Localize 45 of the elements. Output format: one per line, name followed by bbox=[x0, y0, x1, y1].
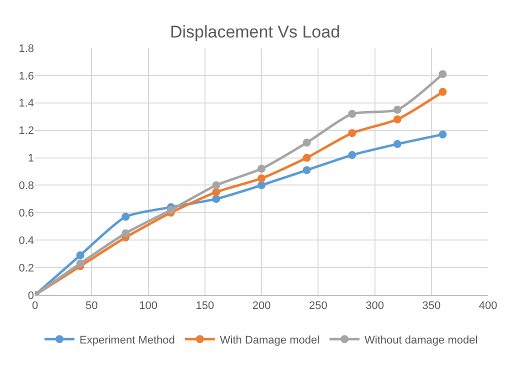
point bbox=[438, 88, 447, 96]
point bbox=[212, 194, 220, 203]
point bbox=[258, 181, 266, 190]
y-tick-label: 0.8 bbox=[18, 180, 34, 192]
legend-label: With Damage model bbox=[220, 334, 320, 346]
legend-label: Experiment Method bbox=[80, 334, 175, 346]
x-tick-label: 350 bbox=[422, 300, 441, 312]
x-tick-label: 100 bbox=[139, 300, 158, 312]
point bbox=[302, 154, 311, 162]
chart-title: Displacement Vs Load bbox=[170, 22, 340, 42]
point bbox=[258, 164, 266, 173]
point bbox=[212, 188, 220, 196]
y-tick-label: 0.4 bbox=[18, 234, 34, 247]
point bbox=[348, 110, 356, 118]
point bbox=[166, 206, 175, 214]
point bbox=[302, 138, 311, 147]
point bbox=[348, 129, 356, 138]
point bbox=[393, 106, 402, 114]
y-tick-label: 1.4 bbox=[18, 98, 34, 110]
x-tick-label: 400 bbox=[478, 300, 498, 312]
x-tick-label: 150 bbox=[196, 300, 214, 312]
legend-label: Without damage model bbox=[364, 334, 478, 346]
point bbox=[438, 130, 447, 138]
point bbox=[76, 251, 84, 260]
point bbox=[438, 70, 447, 78]
point bbox=[122, 212, 130, 221]
point bbox=[76, 259, 84, 268]
point bbox=[393, 140, 402, 148]
x-tick-label: 50 bbox=[86, 300, 98, 312]
y-tick-label: 0.2 bbox=[18, 262, 34, 274]
x-tick-label: 200 bbox=[252, 300, 271, 312]
x-tick-label: 250 bbox=[308, 300, 328, 312]
y-tick-label: 1.8 bbox=[18, 42, 34, 55]
y-tick-label: 1.6 bbox=[18, 70, 34, 82]
point bbox=[122, 229, 130, 238]
y-tick-label: 1.2 bbox=[18, 125, 34, 138]
point bbox=[348, 151, 356, 160]
y-tick-label: 0 bbox=[28, 290, 34, 302]
point bbox=[258, 174, 266, 182]
x-tick-label: 300 bbox=[366, 300, 384, 312]
point bbox=[393, 115, 402, 124]
point bbox=[212, 181, 220, 190]
y-tick-label: 0.6 bbox=[18, 208, 34, 220]
y-tick-label: 1 bbox=[28, 152, 34, 165]
point bbox=[302, 166, 311, 174]
